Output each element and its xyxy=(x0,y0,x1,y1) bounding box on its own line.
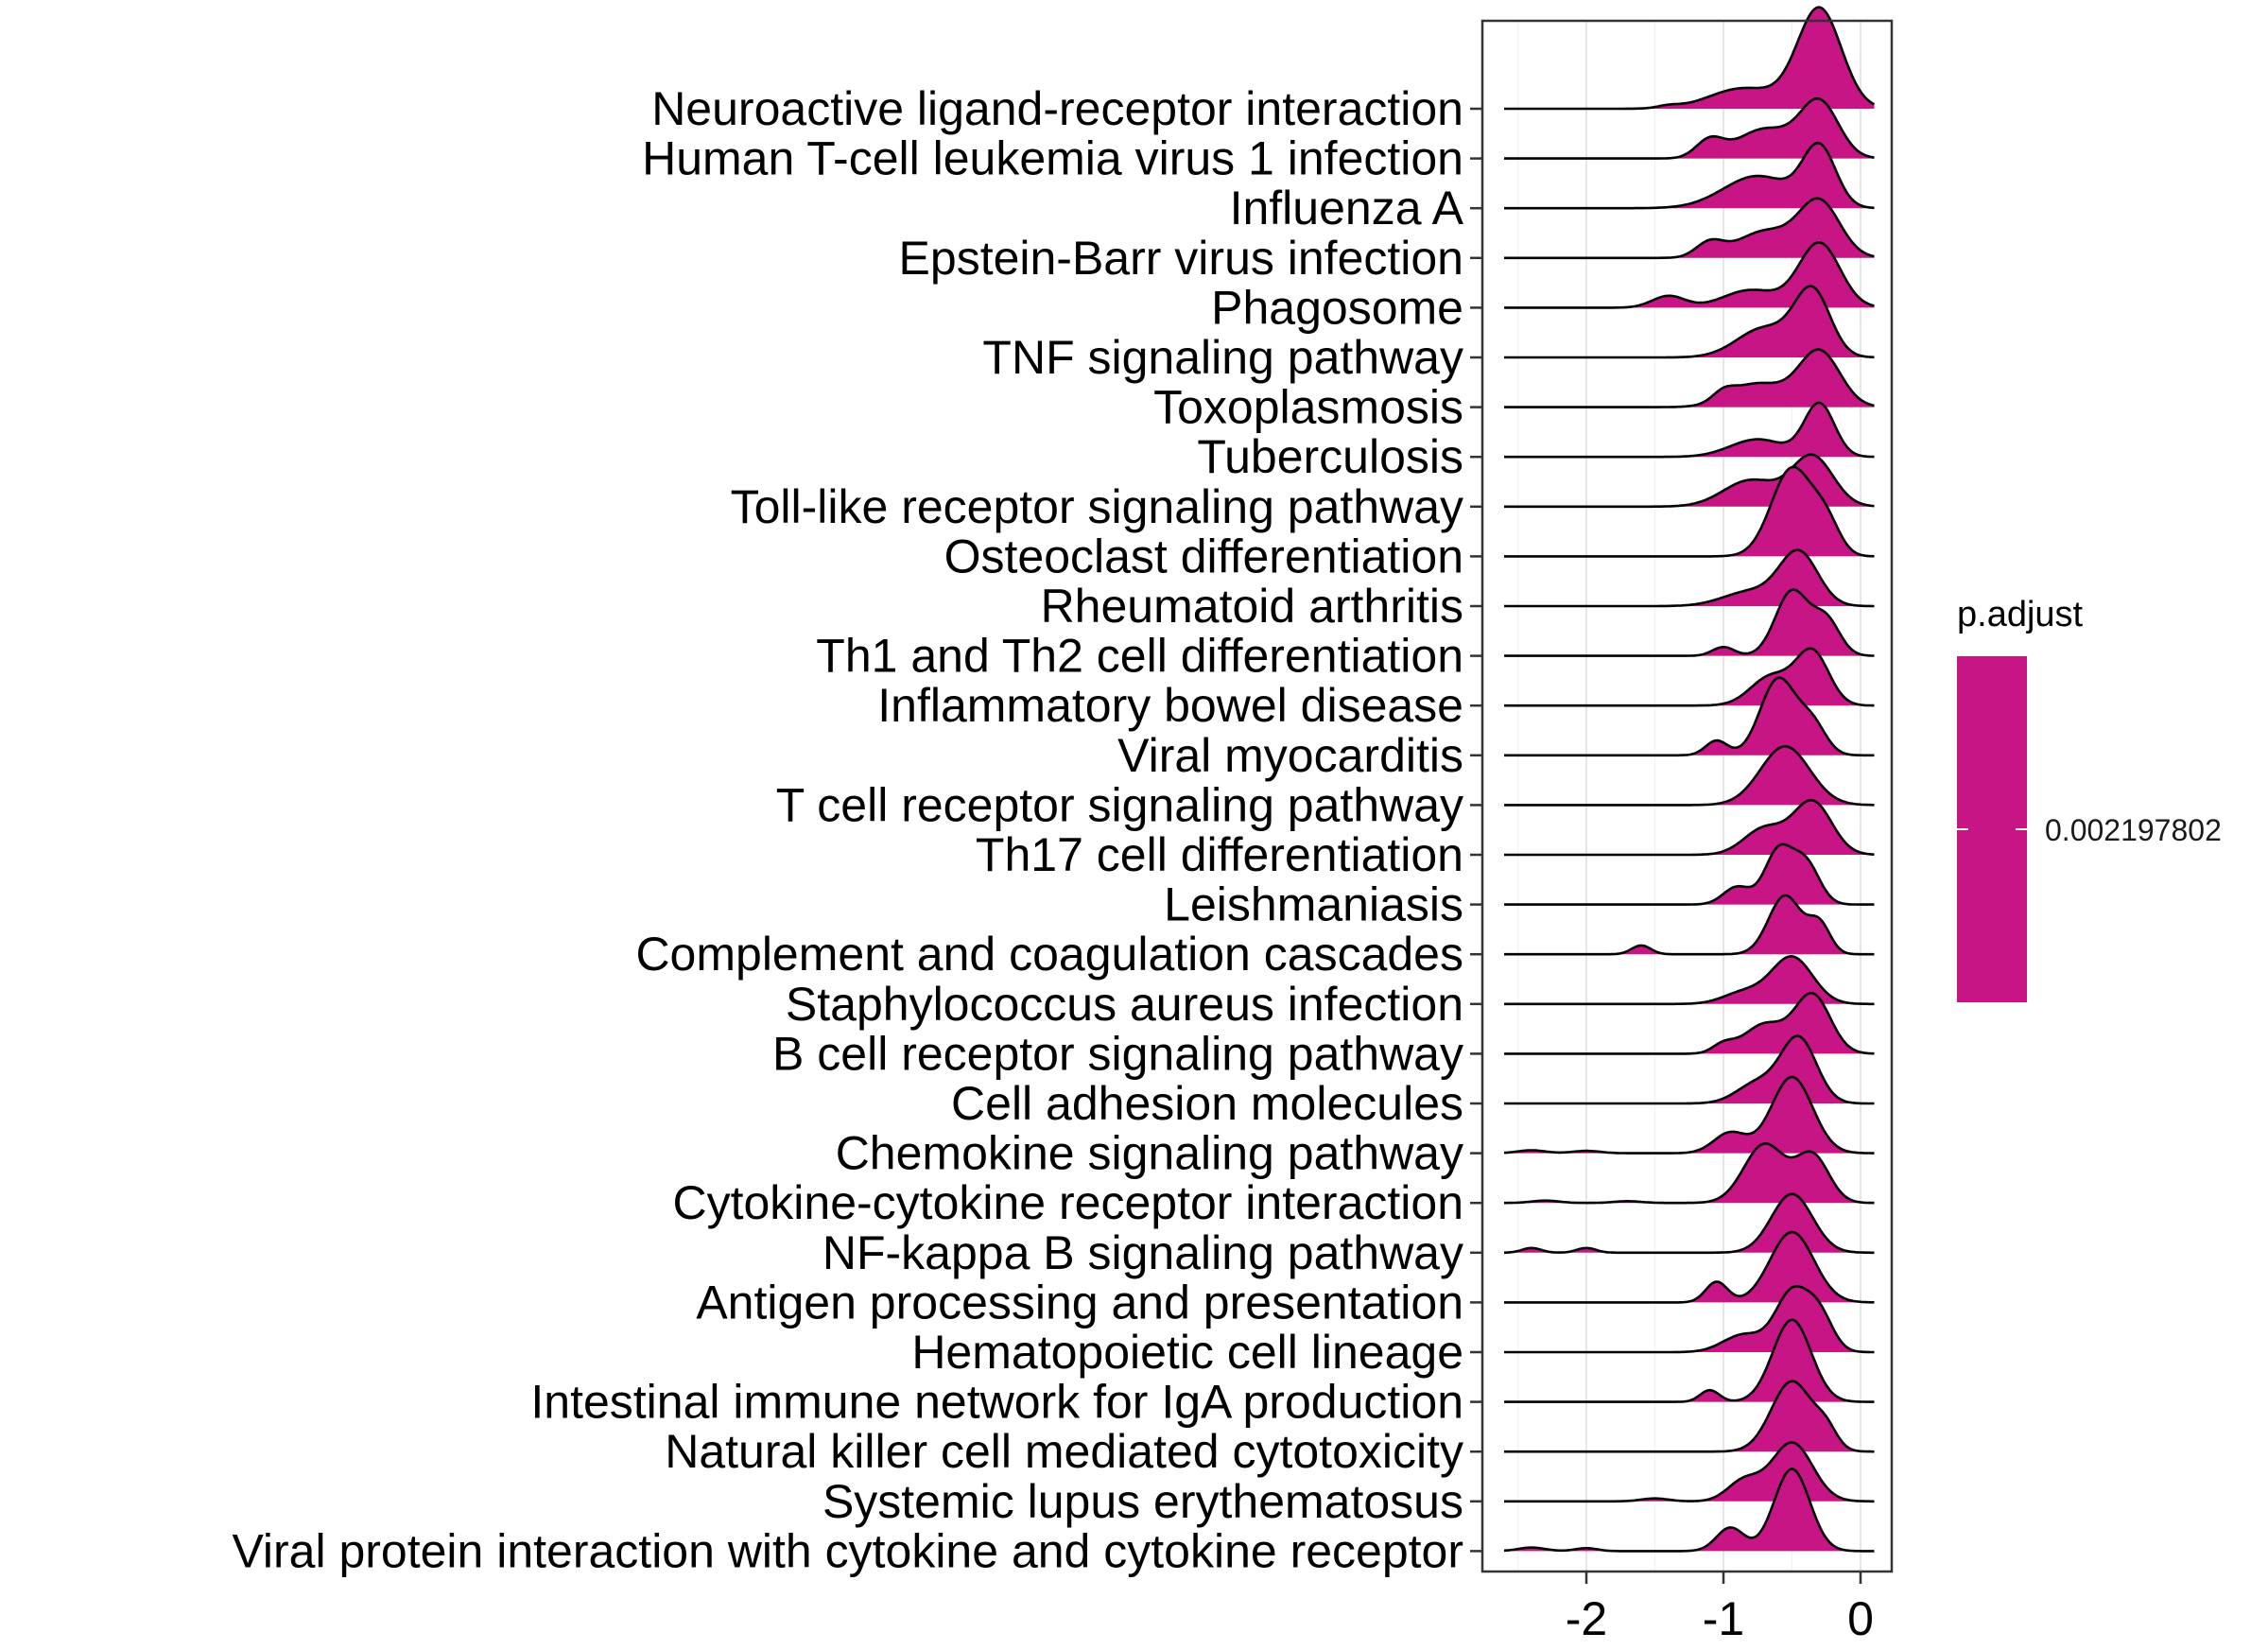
ridge-area xyxy=(1504,589,1875,656)
legend-label: 0.002197802 xyxy=(2045,813,2222,847)
ridge-outline xyxy=(1504,991,1875,1055)
ridge-outline xyxy=(1504,894,1875,956)
x-axis: -2 -1 0 xyxy=(1566,1572,1874,1645)
ridge-area xyxy=(1504,242,1875,308)
ridge-outline xyxy=(1504,548,1875,608)
y-axis-labels: Neuroactive ligand-receptor interactionH… xyxy=(232,82,1482,1577)
ridge-outline xyxy=(1504,588,1875,657)
y-tick-label: Viral myocarditis xyxy=(1117,729,1463,782)
ridge-area xyxy=(1504,843,1875,905)
y-tick-label: Systemic lupus erythematosus xyxy=(822,1475,1463,1528)
y-tick-label: Natural killer cell mediated cytotoxicit… xyxy=(665,1425,1463,1478)
legend: p.adjust 0.002197802 xyxy=(1957,595,2222,1002)
ridge-area xyxy=(1504,549,1875,606)
ridge-area xyxy=(1504,895,1875,955)
ridge-outline xyxy=(1504,745,1875,807)
ridge-outline xyxy=(1504,401,1875,459)
ridge-area xyxy=(1504,466,1875,557)
y-tick-label: Staphylococcus aureus infection xyxy=(786,978,1463,1031)
ridge-outline xyxy=(1504,1230,1875,1304)
ridge-outline xyxy=(1504,676,1875,757)
ridge-outline xyxy=(1504,453,1875,509)
y-tick-label: Cell adhesion molecules xyxy=(951,1077,1463,1130)
ridge-outline xyxy=(1504,647,1875,707)
x-tick-label: 0 xyxy=(1847,1592,1874,1645)
y-tick-label: Th1 and Th2 cell differentiation xyxy=(816,630,1463,683)
y-tick-label: T cell receptor signaling pathway xyxy=(776,778,1463,831)
ridge-outline xyxy=(1504,197,1875,260)
ridges xyxy=(1503,6,1876,1553)
y-tick-label: Neuroactive ligand-receptor interaction xyxy=(651,82,1463,135)
y-tick-label: Cytokine-cytokine receptor interaction xyxy=(673,1176,1464,1229)
ridge-area xyxy=(1504,349,1875,408)
ridge-outline xyxy=(1504,1285,1875,1354)
ridge-outline xyxy=(1504,1142,1875,1205)
ridge-area xyxy=(1504,1381,1875,1452)
ridge-area xyxy=(1504,98,1875,159)
ridge-outline xyxy=(1504,1441,1875,1503)
ridge-outline xyxy=(1504,1380,1875,1453)
y-tick-label: Osteoclast differentiation xyxy=(944,530,1463,582)
ridge-outline xyxy=(1504,798,1875,857)
ridge-area xyxy=(1504,993,1875,1054)
y-tick-label: Viral protein interaction with cytokine … xyxy=(232,1524,1463,1577)
panel-border xyxy=(1480,19,1894,1573)
ridge-outline xyxy=(1504,96,1875,160)
ridge-outline xyxy=(1504,842,1875,906)
ridge-outline xyxy=(1504,1318,1875,1403)
x-tick-label: -2 xyxy=(1566,1592,1607,1645)
ridge-outline xyxy=(1504,348,1875,408)
y-tick-label: Th17 cell differentiation xyxy=(976,828,1463,881)
y-tick-label: Hematopoietic cell lineage xyxy=(911,1326,1463,1379)
legend-title: p.adjust xyxy=(1957,595,2084,634)
y-tick-label: Toll-like receptor signaling pathway xyxy=(731,480,1463,533)
ridge-outline xyxy=(1504,1034,1875,1105)
ridge-outline xyxy=(1504,465,1875,558)
x-tick-label: -1 xyxy=(1703,1592,1744,1645)
ridge-outline xyxy=(1504,285,1875,359)
ridge-area xyxy=(1504,1143,1875,1204)
ridge-area xyxy=(1504,1468,1875,1552)
ridge-area xyxy=(1504,402,1875,458)
y-tick-label: NF-kappa B signaling pathway xyxy=(822,1226,1463,1279)
ridge-outline xyxy=(1504,241,1875,309)
y-tick-label: Intestinal immune network for IgA produc… xyxy=(530,1376,1463,1429)
ridge-area xyxy=(1504,1232,1875,1303)
ridge-area xyxy=(1504,198,1875,258)
y-tick-label: B cell receptor signaling pathway xyxy=(772,1027,1463,1080)
y-tick-label: Leishmaniasis xyxy=(1164,878,1463,931)
ridge-outline xyxy=(1504,955,1875,1006)
y-tick-label: Influenza A xyxy=(1230,182,1464,234)
ridge-area xyxy=(1504,143,1875,209)
y-tick-label: Tuberculosis xyxy=(1197,430,1463,483)
y-tick-label: Epstein-Barr virus infection xyxy=(899,232,1463,285)
ridge-area xyxy=(1504,800,1875,855)
ridge-area xyxy=(1504,746,1875,806)
ridge-area xyxy=(1504,1319,1875,1402)
y-tick-label: TNF signaling pathway xyxy=(982,331,1463,384)
y-tick-label: Toxoplasmosis xyxy=(1153,381,1463,434)
ridge-area xyxy=(1504,956,1875,1004)
y-tick-label: Antigen processing and presentation xyxy=(696,1276,1463,1329)
ridge-outline xyxy=(1503,1468,1875,1553)
ridge-area xyxy=(1504,1077,1875,1154)
y-tick-label: Chemokine signaling pathway xyxy=(836,1127,1463,1180)
y-tick-label: Inflammatory bowel disease xyxy=(877,679,1463,732)
ridge-outline xyxy=(1504,141,1875,210)
ridge-outline xyxy=(1504,6,1876,111)
y-tick-label: Rheumatoid arthritis xyxy=(1041,580,1463,633)
ridge-area xyxy=(1504,7,1875,110)
ridge-outline xyxy=(1503,1075,1875,1155)
y-tick-label: Phagosome xyxy=(1211,281,1463,334)
y-tick-label: Complement and coagulation cascades xyxy=(635,928,1463,981)
ridge-area xyxy=(1504,286,1875,357)
ridge-outline xyxy=(1504,1192,1875,1255)
legend-colorbar xyxy=(1957,656,2027,1002)
ridge-area xyxy=(1504,677,1875,756)
y-tick-label: Human T-cell leukemia virus 1 infection xyxy=(642,132,1463,185)
